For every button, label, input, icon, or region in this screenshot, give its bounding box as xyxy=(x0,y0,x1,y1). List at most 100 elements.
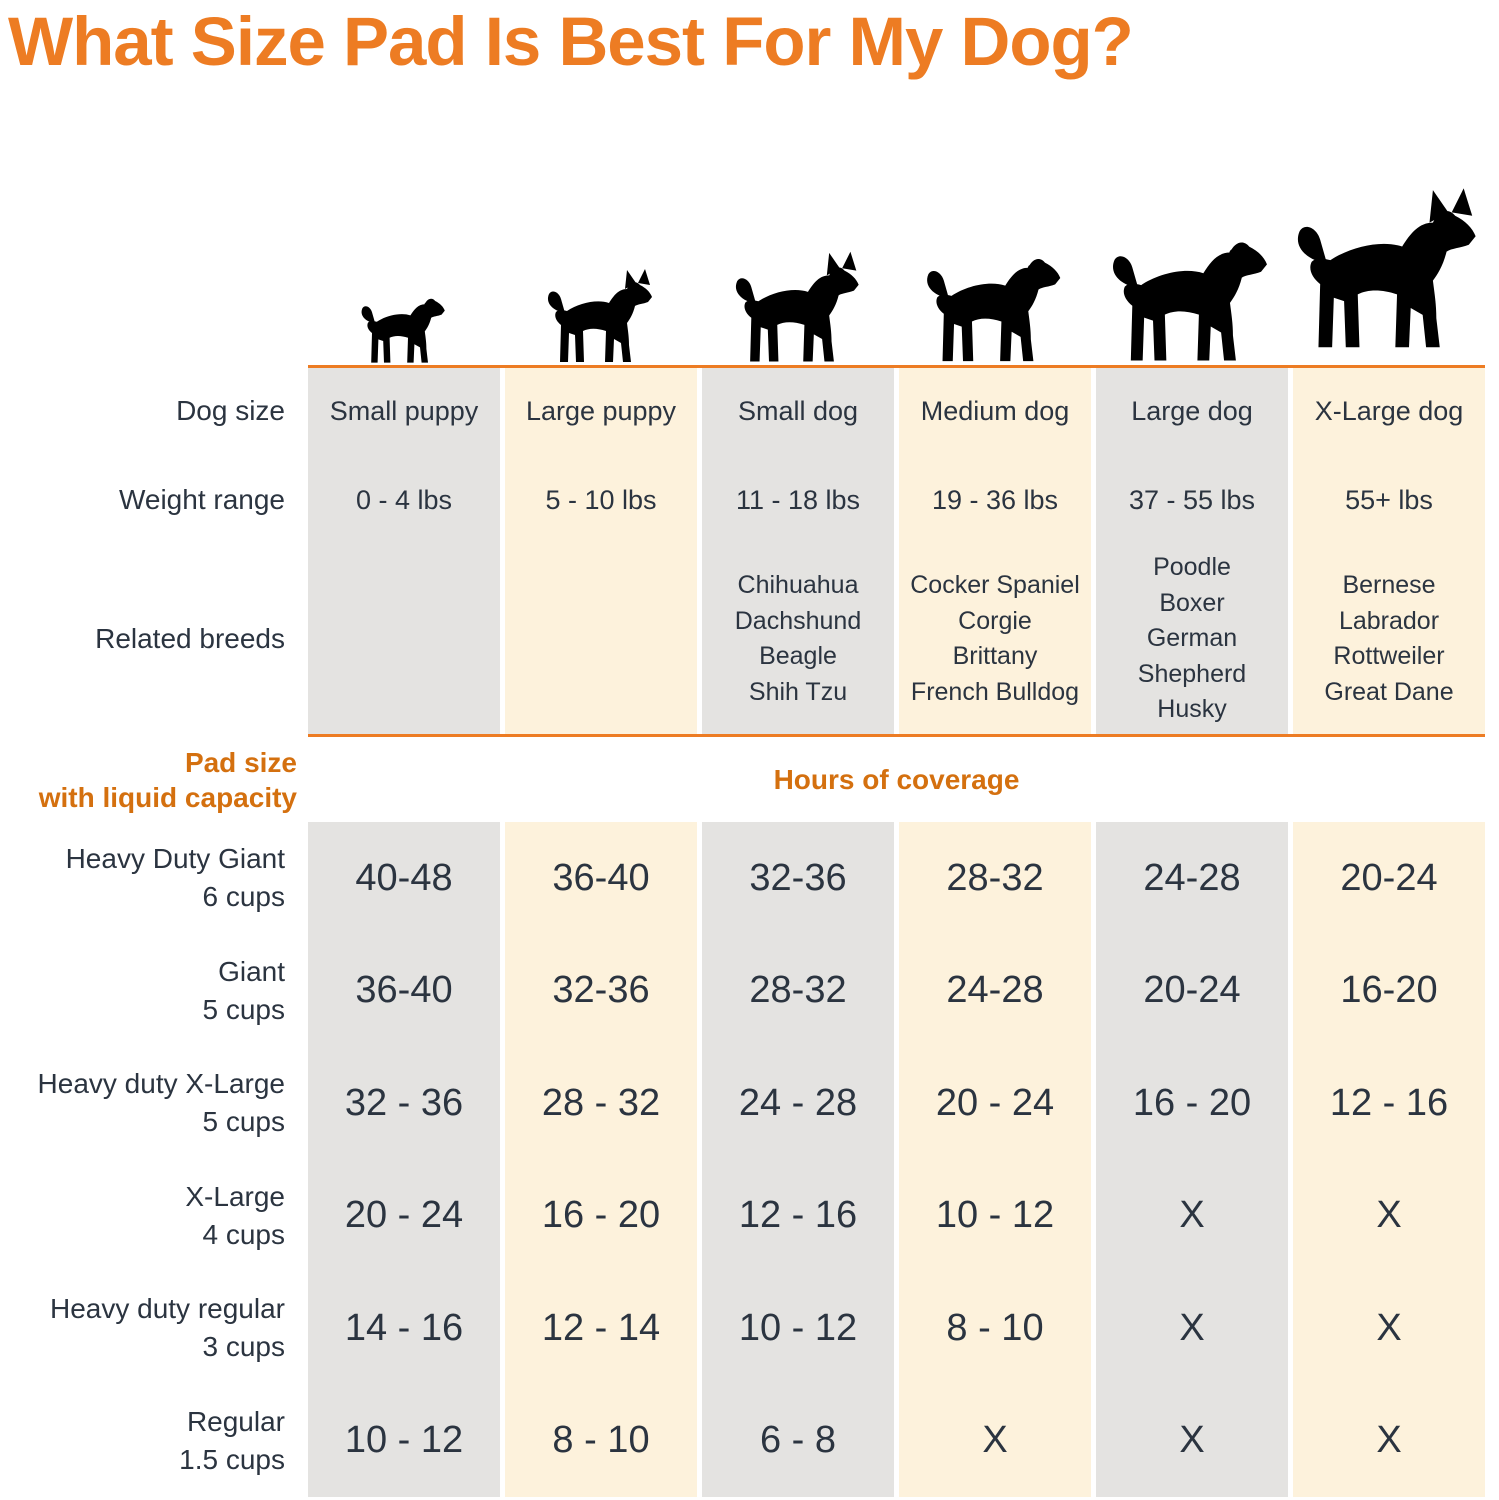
large-dog-icon xyxy=(1094,217,1289,365)
dog-size-cell: Medium dog xyxy=(920,395,1070,426)
hours-column-medium-dog: 28-32 24-28 20 - 24 10 - 12 8 - 10 X xyxy=(899,822,1091,1497)
hours-column-small-puppy: 40-48 36-40 32 - 36 20 - 24 14 - 16 10 -… xyxy=(308,822,500,1497)
column-medium-dog: Medium dog 19 - 36 lbs Cocker Spaniel Co… xyxy=(899,366,1091,734)
breeds-cell: Chihuahua Dachshund Beagle Shih Tzu xyxy=(702,544,894,734)
dog-size-cell: X-Large dog xyxy=(1314,395,1464,426)
small-dog-icon xyxy=(716,247,881,365)
row-label-column: Dog size Weight range Related breeds xyxy=(0,366,303,734)
breed-item: Poodle xyxy=(1153,553,1231,582)
row-label-related-breeds: Related breeds xyxy=(95,623,285,654)
weight-cell: 19 - 36 lbs xyxy=(931,484,1059,515)
column-small-dog: Small dog 11 - 18 lbs Chihuahua Dachshun… xyxy=(702,366,894,734)
hours-value-cell: 12 - 16 xyxy=(738,1194,858,1237)
breeds-cell: Cocker Spaniel Corgie Brittany French Bu… xyxy=(899,544,1091,734)
hours-value-cell: 24-28 xyxy=(946,969,1044,1012)
hours-of-coverage-heading: Hours of coverage xyxy=(773,763,1020,795)
weight-cell: 0 - 4 lbs xyxy=(355,484,453,515)
hours-value-cell: X xyxy=(1376,1306,1402,1349)
pad-name: Heavy duty X-Large xyxy=(37,1068,285,1100)
pad-capacity: 5 cups xyxy=(202,993,286,1025)
dog-size-cell: Large dog xyxy=(1131,395,1253,426)
hours-value-cell: 24 - 28 xyxy=(738,1081,858,1124)
breed-item: Beagle xyxy=(759,642,837,670)
hours-value-cell: 20 - 24 xyxy=(344,1194,464,1237)
hours-value-cell: 32 - 36 xyxy=(344,1081,464,1124)
pad-row-label-column: Heavy Duty Giant 6 cups Giant 5 cups Hea… xyxy=(0,822,303,1497)
breeds-cell xyxy=(505,544,697,734)
hours-value-cell: 28 - 32 xyxy=(541,1081,661,1124)
hours-value-cell: 20-24 xyxy=(1143,969,1241,1012)
breeds-cell xyxy=(308,544,500,734)
hours-value-cell: 28-32 xyxy=(749,969,847,1012)
hours-value-cell: 36-40 xyxy=(552,856,650,899)
hours-value-cell: 6 - 8 xyxy=(759,1419,837,1462)
weight-cell: 5 - 10 lbs xyxy=(545,484,657,515)
column-small-puppy: Small puppy 0 - 4 lbs xyxy=(308,366,500,734)
hours-header-band: Pad size with liquid capacity Hours of c… xyxy=(0,737,1499,822)
breed-item: Chihuahua xyxy=(737,571,859,599)
hours-column-large-dog: 24-28 20-24 16 - 20 X X X xyxy=(1096,822,1288,1497)
hours-value-cell: 14 - 16 xyxy=(344,1306,464,1349)
weight-cell: 37 - 55 lbs xyxy=(1128,484,1256,515)
hours-value-cell: 28-32 xyxy=(946,856,1044,899)
hours-value-cell: X xyxy=(1179,1419,1205,1462)
hours-column-x-large-dog: 20-24 16-20 12 - 16 X X X xyxy=(1293,822,1485,1497)
breed-item: Corgie xyxy=(958,606,1032,635)
pad-capacity: 6 cups xyxy=(202,881,286,913)
pad-capacity: 1.5 cups xyxy=(179,1443,285,1475)
hours-column-large-puppy: 36-40 32-36 28 - 32 16 - 20 12 - 14 8 - … xyxy=(505,822,697,1497)
hours-value-cell: 40-48 xyxy=(355,856,453,899)
breeds-cell: Bernese Labrador Rottweiler Great Dane xyxy=(1293,544,1485,734)
hours-of-coverage-table: Heavy Duty Giant 6 cups Giant 5 cups Hea… xyxy=(0,822,1499,1497)
hours-column-small-dog: 32-36 28-32 24 - 28 12 - 16 10 - 12 6 - … xyxy=(702,822,894,1497)
hours-value-cell: 24-28 xyxy=(1143,856,1241,899)
row-label-weight-range: Weight range xyxy=(118,484,285,515)
hours-value-cell: 16 - 20 xyxy=(541,1194,661,1237)
breeds-cell: Poodle Boxer German Shepherd Husky xyxy=(1096,544,1288,734)
hours-value-cell: 16 - 20 xyxy=(1132,1081,1252,1124)
hours-value-cell: 36-40 xyxy=(355,969,453,1012)
row-label-dog-size: Dog size xyxy=(176,395,285,426)
pad-name: Regular xyxy=(186,1405,285,1437)
hours-value-cell: X xyxy=(1376,1194,1402,1237)
page-title: What Size Pad Is Best For My Dog? xyxy=(8,3,1134,80)
pad-capacity: 5 cups xyxy=(202,1106,286,1138)
dog-attributes-table: Dog size Weight range Related breeds Sma… xyxy=(0,366,1499,734)
dog-size-cell: Large puppy xyxy=(525,395,677,426)
pad-row-label: Heavy duty X-Large 5 cups xyxy=(0,1047,303,1160)
breed-item: French Bulldog xyxy=(910,677,1080,706)
hours-value-cell: X xyxy=(1179,1306,1205,1349)
pad-capacity: 4 cups xyxy=(202,1218,286,1250)
hours-value-cell: X xyxy=(1179,1194,1205,1237)
medium-dog-icon xyxy=(905,237,1085,365)
breed-item: Shih Tzu xyxy=(748,677,848,706)
breed-item: Cocker Spaniel xyxy=(910,571,1080,599)
pad-row-label: Regular 1.5 cups xyxy=(0,1385,303,1498)
column-x-large-dog: X-Large dog 55+ lbs Bernese Labrador Rot… xyxy=(1293,366,1485,734)
ground-line xyxy=(308,365,1485,368)
breed-item: Great Dane xyxy=(1324,677,1454,706)
breed-item: Dachshund xyxy=(734,606,862,635)
hours-value-cell: 16-20 xyxy=(1340,969,1438,1012)
breed-item: German Shepherd xyxy=(1137,624,1247,688)
hours-value-cell: 10 - 12 xyxy=(738,1306,858,1349)
hours-value-cell: 10 - 12 xyxy=(935,1194,1055,1237)
hours-value-cell: 20 - 24 xyxy=(935,1081,1055,1124)
dog-size-illustrations xyxy=(0,100,1499,368)
pad-row-label: Heavy duty regular 3 cups xyxy=(0,1272,303,1385)
column-large-dog: Large dog 37 - 55 lbs Poodle Boxer Germa… xyxy=(1096,366,1288,734)
hours-value-cell: X xyxy=(982,1419,1008,1462)
breed-item: Bernese xyxy=(1342,571,1436,599)
pad-size-heading: Pad size with liquid capacity xyxy=(0,745,303,815)
column-large-puppy: Large puppy 5 - 10 lbs xyxy=(505,366,697,734)
pad-capacity: 3 cups xyxy=(202,1331,286,1363)
section-divider-line xyxy=(308,734,1485,737)
pad-name: Heavy duty regular xyxy=(49,1293,285,1325)
hours-value-cell: 32-36 xyxy=(749,856,847,899)
breed-item: Boxer xyxy=(1159,588,1225,617)
pad-name: X-Large xyxy=(185,1180,285,1212)
hours-value-cell: 12 - 14 xyxy=(541,1306,661,1349)
pad-name: Giant xyxy=(218,955,285,987)
large-puppy-dog-icon xyxy=(526,265,676,365)
